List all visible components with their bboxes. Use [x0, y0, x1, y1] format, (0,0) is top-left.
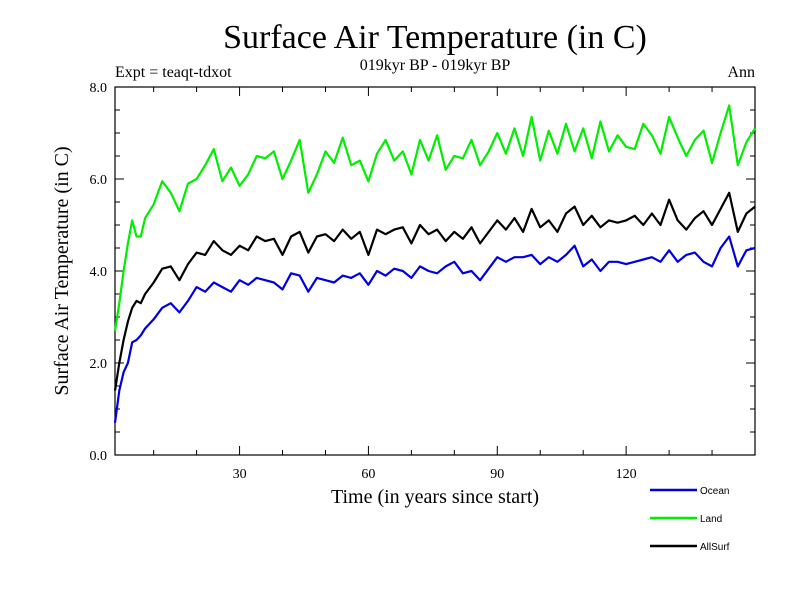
y-tick-label: 4.0 — [90, 265, 108, 280]
chart-title: Surface Air Temperature (in C) — [223, 19, 647, 56]
legend-label-ocean: Ocean — [700, 486, 729, 497]
legend: Ocean Land AllSurf — [650, 486, 730, 553]
series-line-allsurf — [113, 191, 756, 391]
experiment-label: Expt = teaqt-tdxot — [115, 64, 232, 81]
legend-label-land: Land — [700, 514, 722, 525]
season-label: Ann — [727, 64, 755, 81]
y-axis-label: Surface Air Temperature (in C) — [51, 146, 73, 395]
y-tick-label: 2.0 — [90, 357, 108, 372]
series-line-land — [113, 104, 756, 331]
x-tick-label: 90 — [490, 467, 504, 482]
y-tick-label: 6.0 — [90, 173, 108, 188]
x-axis-label: Time (in years since start) — [331, 486, 539, 508]
x-axis-ticks: 30 60 90 120 — [153, 87, 713, 482]
x-tick-label: 120 — [616, 467, 637, 482]
x-tick-label: 60 — [361, 467, 375, 482]
legend-label-allsurf: AllSurf — [700, 542, 730, 553]
y-tick-label: 8.0 — [90, 81, 108, 96]
series-line-ocean — [113, 235, 756, 423]
x-tick-label: 30 — [233, 467, 247, 482]
y-axis-ticks: 0.0 2.0 4.0 6.0 8.0 — [90, 81, 755, 464]
series-lines — [113, 104, 756, 423]
y-tick-label: 0.0 — [90, 449, 108, 464]
chart-subtitle: 019kyr BP - 019kyr BP — [360, 57, 511, 74]
